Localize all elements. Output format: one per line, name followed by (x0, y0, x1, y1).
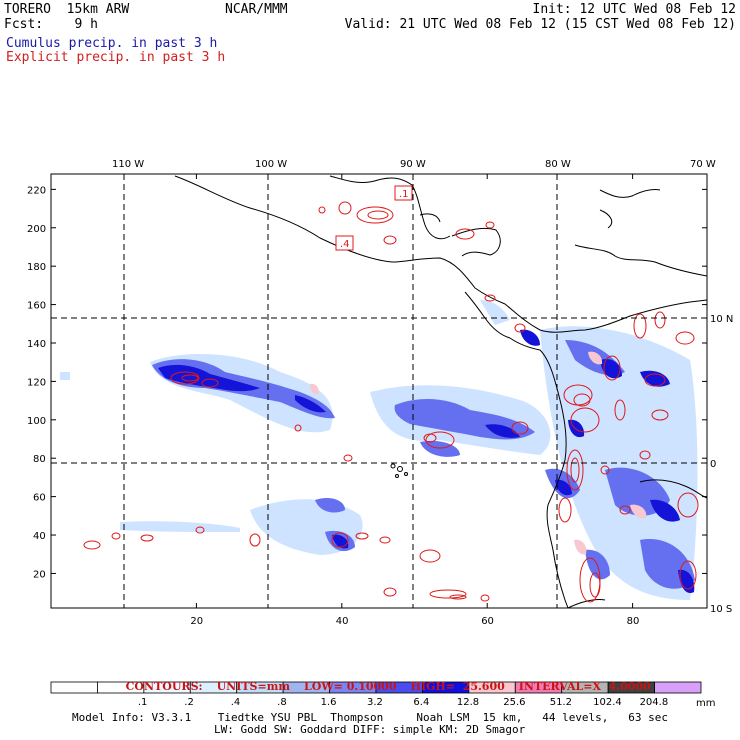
lat-label-10n: 10 N (710, 314, 733, 325)
legend-cumulus: Cumulus precip. in past 3 h (6, 36, 218, 51)
galapagos-islands (390, 463, 408, 478)
lat-label-10s: 10 S (710, 604, 732, 615)
x-tick-label: 80 (627, 616, 640, 627)
contour-low: LOW= 0.10000 (304, 680, 397, 693)
lon-label-80w: 80 W (545, 159, 571, 170)
lat-label-0: 0 (710, 459, 716, 470)
y-tick-label: 180 (27, 262, 46, 273)
y-tick-label: 200 (27, 224, 46, 235)
y-tick-label: 40 (33, 531, 46, 542)
contour-title: CONTOURS: (125, 680, 203, 693)
init-time: Init: 12 UTC Wed 08 Feb 12 (532, 2, 737, 17)
model-info-line2: LW: Godd SW: Goddard DIFF: simple KM: 2D… (214, 723, 526, 736)
y-tick-label: 100 (27, 416, 46, 427)
colorbar-swatch (654, 681, 702, 694)
y-tick-label: 160 (27, 301, 46, 312)
x-tick-label: 20 (190, 616, 203, 627)
legend-explicit: Explicit precip. in past 3 h (6, 50, 226, 65)
colorbar-unit: mm (696, 698, 715, 709)
colorbar-label: 12.8 (457, 697, 479, 708)
axis-ticks (51, 174, 707, 608)
lon-labels: 110 W 100 W 90 W 80 W 70 W (112, 159, 716, 170)
lon-label-100w: 100 W (255, 159, 287, 170)
lon-label-90w: 90 W (400, 159, 426, 170)
colorbar-label: .4 (231, 697, 241, 708)
contour-label-04: .4 (340, 239, 350, 250)
map-field: .1 .4 (60, 175, 707, 608)
lon-label-70w: 70 W (690, 159, 716, 170)
y-tick-label: 20 (33, 569, 46, 580)
colorbar-swatch (50, 681, 98, 694)
precip-high-areas (310, 351, 647, 555)
explicit-contours (83, 201, 699, 603)
colorbar: .1 .2 .4 .8 1.6 3.2 6.4 12.8 25.6 51.2 102.4 204.8 (50, 681, 702, 708)
lat-labels: 10 N 0 10 S (710, 314, 733, 615)
contour-label-boxes: .1 .4 (335, 185, 413, 251)
colorbar-label: 25.6 (503, 697, 525, 708)
contour-info: CONTOURS: UNITS=mm LOW= 0.10000 HIGH= 25.60… (118, 667, 665, 693)
colorbar-label: .8 (277, 697, 287, 708)
latlon-grid (51, 174, 707, 608)
colorbar-label: 204.8 (640, 697, 669, 708)
model-info-line1: Model Info: V3.3.1 Tiedtke YSU PBL Thomp… (72, 711, 669, 724)
forecast-hour: Fcst: 9 h (4, 17, 98, 32)
center-name: NCAR/MMM (225, 2, 288, 17)
contour-units: UNITS=mm (216, 680, 290, 693)
colorbar-label: 3.2 (367, 697, 383, 708)
contour-high: HIGH= 25.600 (410, 680, 505, 693)
axis-labels: 2040608010012014016018020022024026028030… (27, 185, 640, 627)
y-tick-label: 60 (33, 493, 46, 504)
y-tick-label: 220 (27, 185, 46, 196)
colorbar-label: 6.4 (413, 697, 429, 708)
lon-label-110w: 110 W (112, 159, 144, 170)
colorbar-label: 51.2 (550, 697, 572, 708)
y-tick-label: 80 (33, 454, 46, 465)
colorbar-label: 102.4 (593, 697, 622, 708)
y-tick-label: 140 (27, 339, 46, 350)
colorbar-label: 1.6 (321, 697, 337, 708)
colorbar-label: .2 (184, 697, 194, 708)
model-title: TORERO 15km ARW (4, 2, 130, 17)
colorbar-label: .1 (138, 697, 148, 708)
y-tick-label: 120 (27, 377, 46, 388)
valid-time: Valid: 21 UTC Wed 08 Feb 12 (15 CST Wed … (344, 17, 736, 32)
contour-label-01: .1 (399, 189, 409, 200)
map-frame (50, 173, 708, 609)
cumulus-dark-areas (158, 329, 695, 594)
x-tick-label: 40 (336, 616, 349, 627)
x-tick-label: 60 (481, 616, 494, 627)
contour-interval: INTERVAL=X 4.0000 (518, 680, 651, 693)
